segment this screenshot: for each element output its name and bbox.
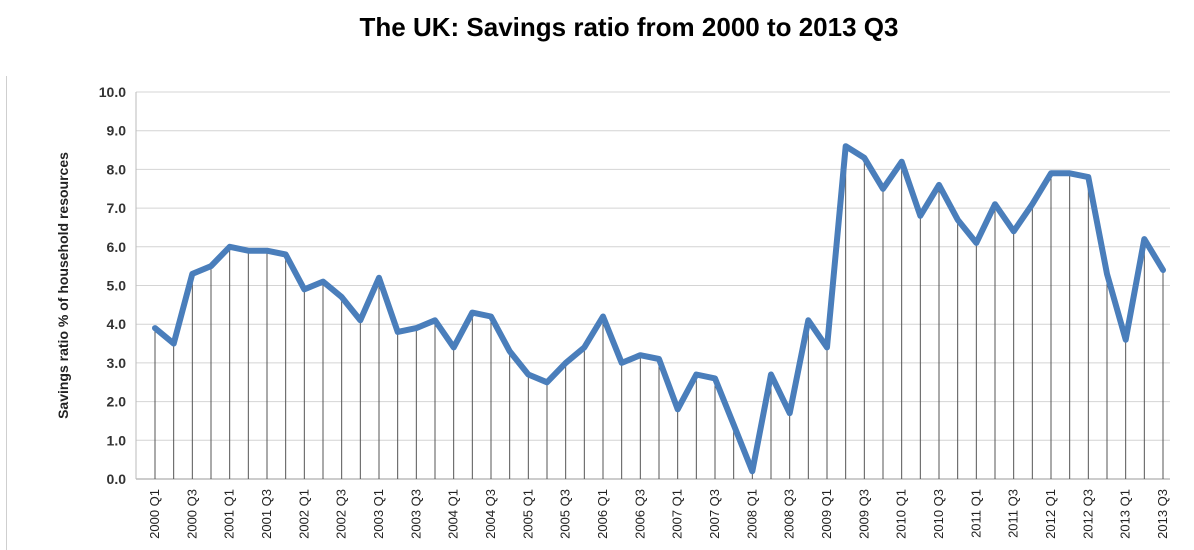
y-tick-label: 8.0 <box>107 161 127 177</box>
x-tick-label: 2000 Q1 <box>147 489 162 539</box>
x-tick-label: 2005 Q1 <box>520 489 535 539</box>
y-tick-label: 3.0 <box>107 355 127 371</box>
chart-title: The UK: Savings ratio from 2000 to 2013 … <box>359 12 899 42</box>
x-tick-label: 2002 Q3 <box>334 489 349 539</box>
y-tick-label: 10.0 <box>99 84 126 100</box>
x-tick-label: 2003 Q3 <box>408 489 423 539</box>
label-layer: 0.0 1.0 2.0 3.0 4.0 5.0 6.0 7.0 8.0 9.0 10.0 2000 Q… <box>55 84 1170 539</box>
x-tick-label: 2006 Q1 <box>595 489 610 539</box>
x-tick-label: 2008 Q1 <box>744 489 759 539</box>
x-tick-label: 2004 Q3 <box>483 489 498 539</box>
grid-layer <box>136 91 1170 480</box>
chart-frame-line <box>6 76 7 550</box>
series-line <box>152 143 1166 475</box>
series-layer <box>152 143 1166 475</box>
x-tick-label: 2013 Q1 <box>1118 489 1133 539</box>
x-tick-label: 2009 Q3 <box>856 489 871 539</box>
y-tick-label: 7.0 <box>107 200 127 216</box>
x-tick-label: 2010 Q3 <box>931 489 946 539</box>
y-tick-label: 6.0 <box>107 239 127 255</box>
x-tick-label: 2006 Q3 <box>632 489 647 539</box>
x-tick-label: 2011 Q3 <box>1006 489 1021 538</box>
y-tick-label: 0.0 <box>107 471 127 487</box>
x-tick-label: 2008 Q3 <box>782 489 797 539</box>
x-tick-label: 2007 Q3 <box>707 489 722 539</box>
y-tick-label: 1.0 <box>107 432 127 448</box>
x-tick-label: 2013 Q3 <box>1155 489 1170 539</box>
y-axis-title: Savings ratio % of household resources <box>55 152 71 419</box>
x-tick-label: 2000 Q3 <box>184 489 199 539</box>
x-tick-label: 2005 Q3 <box>558 489 573 539</box>
x-tick-label: 2012 Q3 <box>1080 489 1095 539</box>
x-tick-label: 2011 Q1 <box>968 489 983 538</box>
x-tick-label: 2007 Q1 <box>670 489 685 539</box>
x-tick-label: 2002 Q1 <box>296 489 311 539</box>
x-tick-label: 2010 Q1 <box>894 489 909 539</box>
x-tick-label: 2003 Q1 <box>371 489 386 539</box>
x-tick-label: 2012 Q1 <box>1043 489 1058 539</box>
x-tick-label: 2001 Q1 <box>222 489 237 539</box>
x-tick-label: 2009 Q1 <box>819 489 834 539</box>
y-tick-label: 2.0 <box>107 394 127 410</box>
y-tick-label: 9.0 <box>107 123 127 139</box>
y-tick-label: 4.0 <box>107 316 127 332</box>
x-tick-label: 2004 Q1 <box>446 489 461 539</box>
y-tick-label: 5.0 <box>107 278 127 294</box>
x-tick-label: 2001 Q3 <box>259 489 274 539</box>
